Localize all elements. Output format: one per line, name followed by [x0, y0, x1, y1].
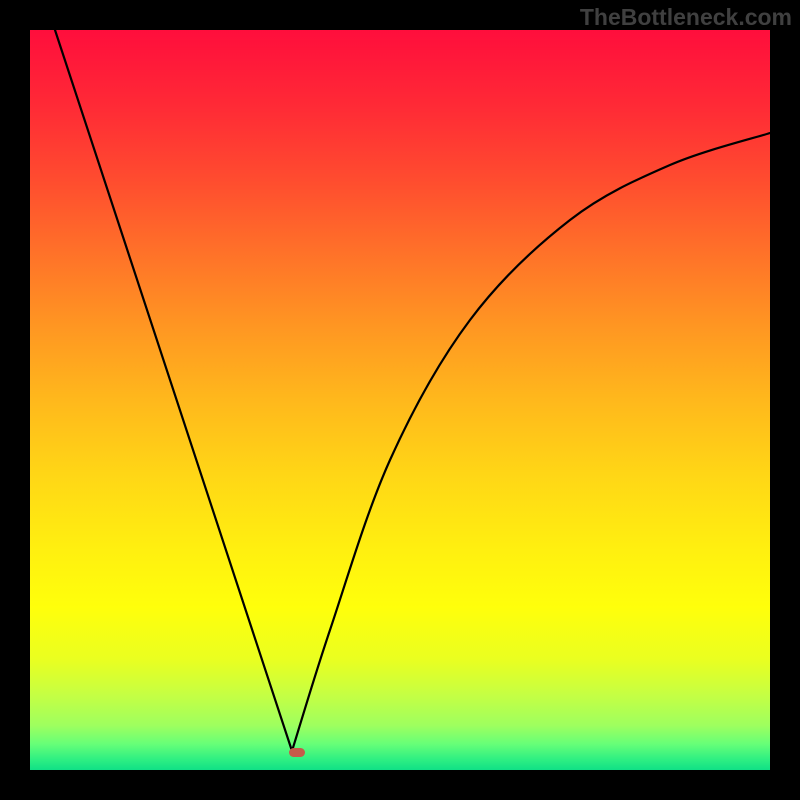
- chart-container: { "watermark": { "text": "TheBottleneck.…: [0, 0, 800, 800]
- plot-background: [30, 30, 770, 770]
- bottleneck-chart: [0, 0, 800, 800]
- watermark-text: TheBottleneck.com: [580, 4, 792, 31]
- valley-marker: [289, 748, 305, 757]
